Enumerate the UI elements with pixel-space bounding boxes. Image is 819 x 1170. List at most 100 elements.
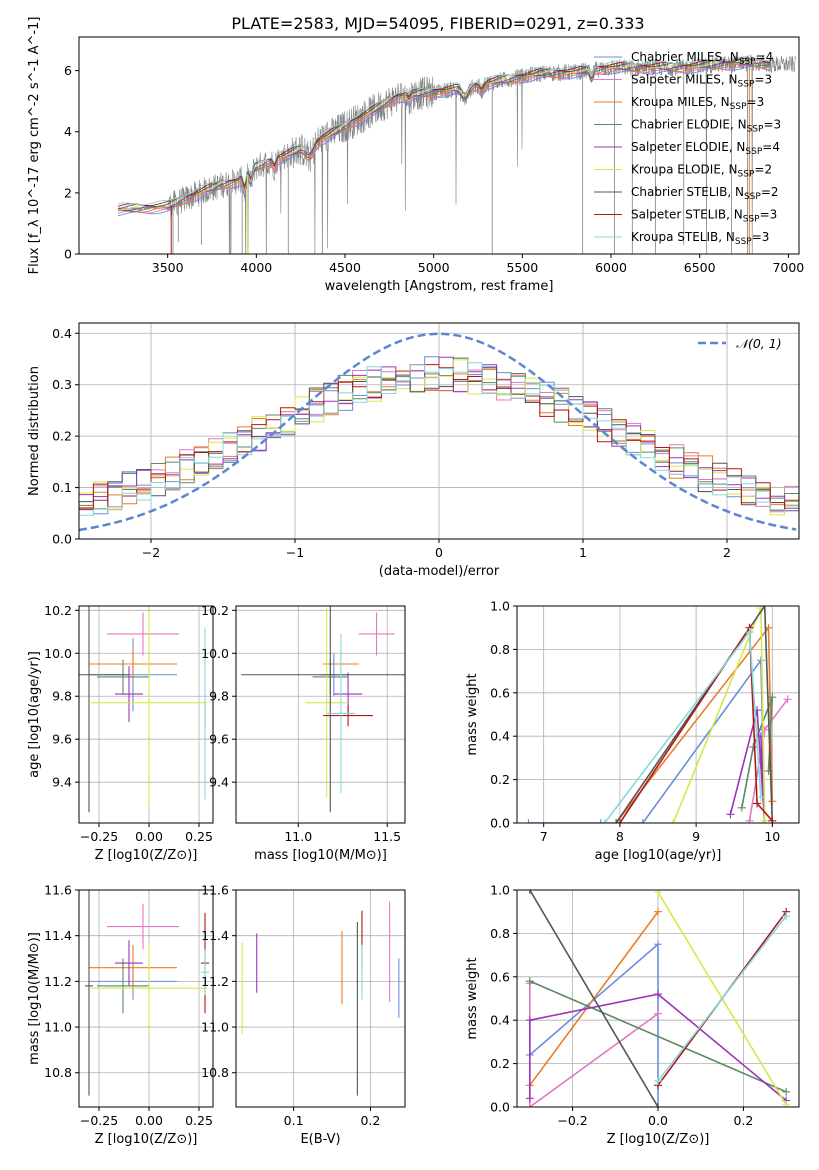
y-tick-label: 10.0 [201, 646, 229, 661]
x-tick-label: 7 [540, 829, 548, 844]
x-tick-label: 1 [579, 545, 587, 560]
axes-frame [516, 605, 800, 824]
mass-weight-marker [525, 890, 534, 894]
mass-weight-marker [638, 819, 647, 823]
axes-frame [78, 36, 800, 255]
y-tick-label: 6 [64, 63, 72, 78]
mass-weight-marker [760, 816, 769, 823]
x-tick-label: 3500 [152, 260, 184, 275]
mass-weight-line [529, 890, 659, 1107]
mass-weight-marker [768, 693, 777, 702]
y-tick-label: 9.4 [52, 775, 72, 790]
mass-weight-line [619, 625, 773, 823]
residual-histogram [79, 359, 799, 539]
y-tick-label: 0 [64, 247, 72, 262]
mass-weight-marker [654, 890, 662, 897]
mass-weight-marker [749, 743, 758, 752]
mass-weight-line [529, 942, 659, 1107]
x-tick-label: 0.00 [135, 829, 163, 844]
x-tick-label: 6000 [595, 260, 627, 275]
mass-weight-marker [525, 1094, 534, 1103]
model-fit-line [117, 64, 771, 214]
x-tick-label: −0.2 [557, 1113, 587, 1128]
y-tick-label: 9.8 [209, 689, 229, 704]
mass-weight-marker [756, 792, 765, 801]
y-axis-label: mass weight [465, 673, 480, 755]
panel-age-vs-mass: 11.0 11.5 9.4 9.6 9.8 10.0 10.2 mass [log10(M/M… [201, 603, 406, 863]
x-axis-label: Z [log10(Z/Z⊙)] [95, 1132, 198, 1147]
panel-massweight-vs-Z: −0.2 0.0 0.2 0.0 0.2 0.4 0.6 0.8 1.0 Z [log10(Z/Z… [465, 883, 800, 1147]
y-tick-label: 10.2 [44, 603, 72, 618]
mass-weight-marker [726, 810, 735, 819]
mass-weight-marker [768, 816, 777, 823]
mass-weight-marker [654, 1103, 662, 1107]
y-tick-label: 10.2 [201, 603, 229, 618]
panel-spectrum: 3500 4000 4500 5000 5500 6000 6500 7000 0 2 4 6 wave… [27, 17, 804, 294]
legend-label: 𝒩(0, 1) [736, 336, 782, 351]
mass-weight-marker [654, 940, 662, 949]
y-tick-label: 11.6 [201, 883, 229, 898]
x-tick-label: −0.25 [80, 1113, 118, 1128]
mass-weight-marker [654, 907, 662, 916]
mass-weight-line [529, 983, 659, 1107]
model-fit-line [117, 57, 771, 207]
axes-frame [235, 889, 406, 1108]
mass-weight-marker [654, 1009, 662, 1018]
panel-age-vs-Z: −0.25 0.00 0.25 9.4 9.6 9.8 10.0 10.2 Z [log10(Z… [27, 603, 214, 863]
legend-label: Chabrier MILES, NSSP=4 [631, 50, 773, 67]
mass-weight-marker [782, 912, 791, 921]
y-tick-label: 0.4 [490, 729, 510, 744]
x-tick-label: 6500 [684, 260, 716, 275]
x-tick-label: 0.00 [135, 1113, 163, 1128]
y-tick-label: 0.8 [490, 642, 510, 657]
axes-frame [78, 889, 214, 1108]
mass-weight-marker [524, 819, 533, 823]
y-axis-label: age [log10(age/yr)] [27, 651, 42, 778]
axes-frame [78, 605, 214, 824]
mass-weight-line [729, 710, 766, 823]
mass-weight-marker [600, 819, 609, 823]
mass-weight-marker [782, 1087, 791, 1096]
panel-residuals: −2 −1 0 1 2 0.0 0.1 0.2 0.3 0.4 (data-model)/error… [27, 322, 800, 579]
x-tick-label: 0.2 [360, 1113, 380, 1128]
x-axis-label: E(B-V) [300, 1132, 340, 1147]
x-tick-label: 7000 [772, 260, 804, 275]
y-tick-label: 0.2 [52, 429, 72, 444]
mass-weight-line [529, 993, 787, 1102]
y-tick-label: 1.0 [490, 883, 510, 898]
plot-area [241, 606, 405, 813]
y-tick-label: 0.4 [52, 326, 72, 341]
x-tick-label: 9 [692, 829, 700, 844]
panel-mass-vs-ebv: 0.1 0.2 10.8 11.0 11.2 11.4 11.6 E(B-V) [201, 883, 406, 1147]
y-axis-label: mass weight [465, 957, 480, 1039]
y-tick-label: 11.0 [201, 1020, 229, 1035]
plot-area [525, 890, 791, 1107]
x-tick-label: 11.0 [284, 829, 312, 844]
x-tick-label: −2 [142, 545, 160, 560]
mass-weight-line [615, 606, 774, 823]
legend-label: Salpeter STELIB, NSSP=3 [631, 208, 777, 225]
panel-mass-vs-Z: −0.25 0.00 0.25 10.8 11.0 11.2 11.4 11.6 Z [log1… [27, 883, 214, 1147]
y-tick-label: 10.8 [44, 1065, 72, 1080]
x-axis-label: Z [log10(Z/Z⊙)] [95, 848, 198, 863]
x-tick-label: 0 [435, 545, 443, 560]
y-tick-label: 11.2 [44, 974, 72, 989]
mass-weight-line [657, 915, 787, 1082]
y-tick-label: 10.8 [201, 1065, 229, 1080]
y-tick-label: 9.4 [209, 775, 229, 790]
y-tick-label: 4 [64, 124, 72, 139]
mass-weight-marker [615, 819, 624, 823]
y-tick-label: 9.8 [52, 689, 72, 704]
figure-title: PLATE=2583, MJD=54095, FIBERID=0291, z=0… [231, 14, 644, 33]
y-tick-label: 11.2 [201, 974, 229, 989]
y-tick-label: 11.0 [44, 1020, 72, 1035]
x-tick-label: 4500 [329, 260, 361, 275]
residual-histogram [79, 364, 799, 539]
y-tick-label: 1.0 [490, 599, 510, 614]
x-tick-label: 0.25 [185, 1113, 213, 1128]
y-tick-label: 0.6 [490, 969, 510, 984]
y-axis-label: mass [log10(M/M⊙)] [27, 932, 42, 1065]
mass-weight-marker [745, 628, 754, 637]
x-tick-label: 8 [616, 829, 624, 844]
